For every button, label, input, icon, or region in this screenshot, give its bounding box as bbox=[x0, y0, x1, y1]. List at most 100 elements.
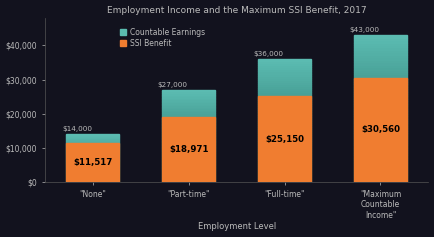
Bar bbox=[258, 168, 311, 170]
Bar bbox=[258, 176, 311, 178]
Bar bbox=[354, 175, 407, 177]
Bar bbox=[258, 137, 311, 139]
Bar bbox=[162, 141, 215, 142]
Bar bbox=[258, 145, 311, 147]
Bar bbox=[162, 147, 215, 148]
Bar bbox=[66, 163, 119, 164]
Bar bbox=[162, 102, 215, 104]
Bar bbox=[258, 133, 311, 135]
Bar bbox=[258, 141, 311, 143]
Bar bbox=[66, 152, 119, 153]
Bar bbox=[258, 63, 311, 65]
Bar bbox=[354, 114, 407, 116]
Bar bbox=[354, 77, 407, 79]
Bar bbox=[162, 132, 215, 133]
Bar bbox=[162, 99, 215, 101]
Bar bbox=[162, 173, 215, 174]
Bar bbox=[162, 156, 215, 158]
Bar bbox=[66, 158, 119, 159]
Bar bbox=[258, 151, 311, 154]
Bar bbox=[354, 165, 407, 168]
Bar bbox=[66, 177, 119, 178]
Bar bbox=[66, 155, 119, 156]
Bar bbox=[162, 174, 215, 176]
Bar bbox=[258, 114, 311, 117]
Bar bbox=[258, 174, 311, 176]
Bar bbox=[258, 135, 311, 137]
Bar bbox=[258, 67, 311, 69]
Bar bbox=[354, 155, 407, 158]
Bar bbox=[162, 122, 215, 124]
Bar bbox=[258, 106, 311, 108]
Bar bbox=[354, 45, 407, 47]
Bar bbox=[354, 173, 407, 175]
Bar bbox=[258, 154, 311, 155]
Legend: Countable Earnings, SSI Benefit: Countable Earnings, SSI Benefit bbox=[118, 25, 207, 50]
Bar bbox=[354, 67, 407, 69]
Text: $30,560: $30,560 bbox=[361, 125, 400, 134]
Bar bbox=[258, 178, 311, 180]
Bar bbox=[354, 94, 407, 96]
Bar bbox=[354, 38, 407, 40]
Bar bbox=[354, 121, 407, 123]
Bar bbox=[354, 47, 407, 50]
Bar bbox=[162, 111, 215, 113]
Bar bbox=[162, 159, 215, 161]
Bar bbox=[258, 172, 311, 174]
Bar bbox=[258, 84, 311, 86]
Bar bbox=[354, 148, 407, 150]
Bar bbox=[66, 157, 119, 158]
Bar bbox=[354, 168, 407, 170]
Bar bbox=[258, 65, 311, 67]
Bar bbox=[354, 128, 407, 131]
Bar bbox=[354, 62, 407, 65]
Bar bbox=[354, 136, 407, 138]
Bar bbox=[258, 149, 311, 151]
Bar bbox=[258, 139, 311, 141]
Bar bbox=[66, 170, 119, 171]
Bar bbox=[66, 148, 119, 149]
Bar bbox=[258, 86, 311, 88]
Bar bbox=[66, 153, 119, 154]
Bar bbox=[66, 149, 119, 150]
Bar bbox=[258, 162, 311, 164]
Bar bbox=[162, 117, 215, 182]
Bar bbox=[258, 82, 311, 84]
Bar bbox=[162, 101, 215, 102]
Bar bbox=[354, 143, 407, 146]
Text: $14,000: $14,000 bbox=[62, 126, 92, 132]
Bar bbox=[162, 125, 215, 127]
Bar bbox=[354, 79, 407, 82]
Bar bbox=[162, 104, 215, 105]
Bar bbox=[162, 90, 215, 91]
Bar bbox=[258, 77, 311, 80]
Bar bbox=[354, 89, 407, 91]
Bar bbox=[354, 180, 407, 182]
Bar bbox=[66, 143, 119, 144]
Bar bbox=[162, 138, 215, 139]
Bar bbox=[66, 165, 119, 166]
Text: $43,000: $43,000 bbox=[350, 27, 380, 33]
Bar bbox=[354, 69, 407, 72]
Bar bbox=[66, 143, 119, 182]
Bar bbox=[354, 65, 407, 67]
Bar bbox=[258, 102, 311, 104]
Bar bbox=[162, 130, 215, 132]
Bar bbox=[258, 108, 311, 110]
Bar bbox=[354, 55, 407, 57]
Bar bbox=[258, 69, 311, 71]
Bar bbox=[354, 74, 407, 77]
Bar bbox=[258, 180, 311, 182]
Bar bbox=[162, 95, 215, 96]
Bar bbox=[66, 136, 119, 137]
Bar bbox=[162, 119, 215, 121]
Bar bbox=[66, 181, 119, 182]
Bar bbox=[162, 144, 215, 145]
Bar bbox=[162, 118, 215, 119]
Bar bbox=[162, 178, 215, 179]
Bar bbox=[354, 158, 407, 160]
Bar bbox=[258, 117, 311, 119]
Bar bbox=[66, 141, 119, 142]
Bar bbox=[66, 174, 119, 175]
Bar bbox=[354, 82, 407, 84]
